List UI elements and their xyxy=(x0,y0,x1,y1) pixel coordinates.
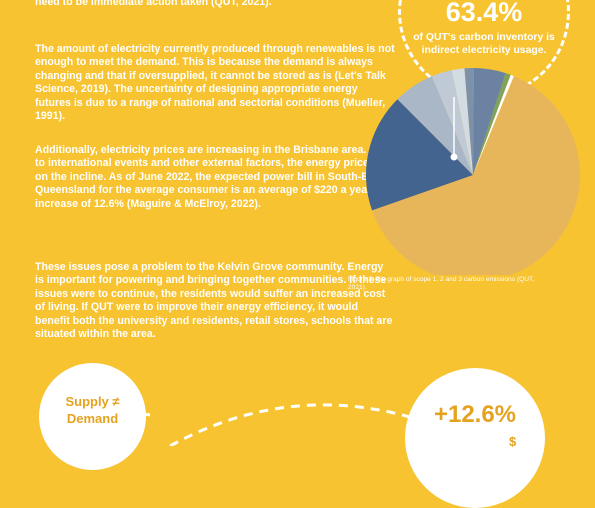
price-increase-value: +12.6% xyxy=(433,401,517,428)
dollar-icon: $ xyxy=(509,434,517,449)
paragraph-prices: Additionally, electricity prices are inc… xyxy=(35,144,394,210)
pie-slice xyxy=(473,74,514,175)
pie-slice xyxy=(372,76,580,275)
paragraph-renewables: The amount of electricity currently prod… xyxy=(35,43,395,123)
stat-description: of QUT's carbon inventory is indirect el… xyxy=(413,32,555,56)
pie-slice xyxy=(464,67,474,175)
pie-slice xyxy=(365,99,473,211)
pie-slice xyxy=(473,73,511,175)
paragraph-community: These issues pose a problem to the Kelvi… xyxy=(35,261,393,341)
pie-slices xyxy=(365,67,580,275)
pie-slice xyxy=(431,70,473,175)
stat-value: 63.4% xyxy=(445,0,523,27)
pie-slice xyxy=(473,68,506,175)
pie-slice xyxy=(451,68,473,175)
pie-callout-dot xyxy=(450,153,458,161)
dashed-connector-line xyxy=(169,403,421,446)
supply-demand-badge: Supply ≠ Demand xyxy=(39,363,146,470)
price-increase-badge: +12.6% $ xyxy=(405,368,545,508)
paragraph-intro: need to be immediate action taken (QUT, … xyxy=(35,0,272,8)
emissions-pie-chart xyxy=(365,67,580,275)
figure-caption: Figure 3: Pie graph of scope 1, 2 and 3 … xyxy=(348,276,535,292)
supply-demand-label: Supply ≠ Demand xyxy=(65,394,120,426)
